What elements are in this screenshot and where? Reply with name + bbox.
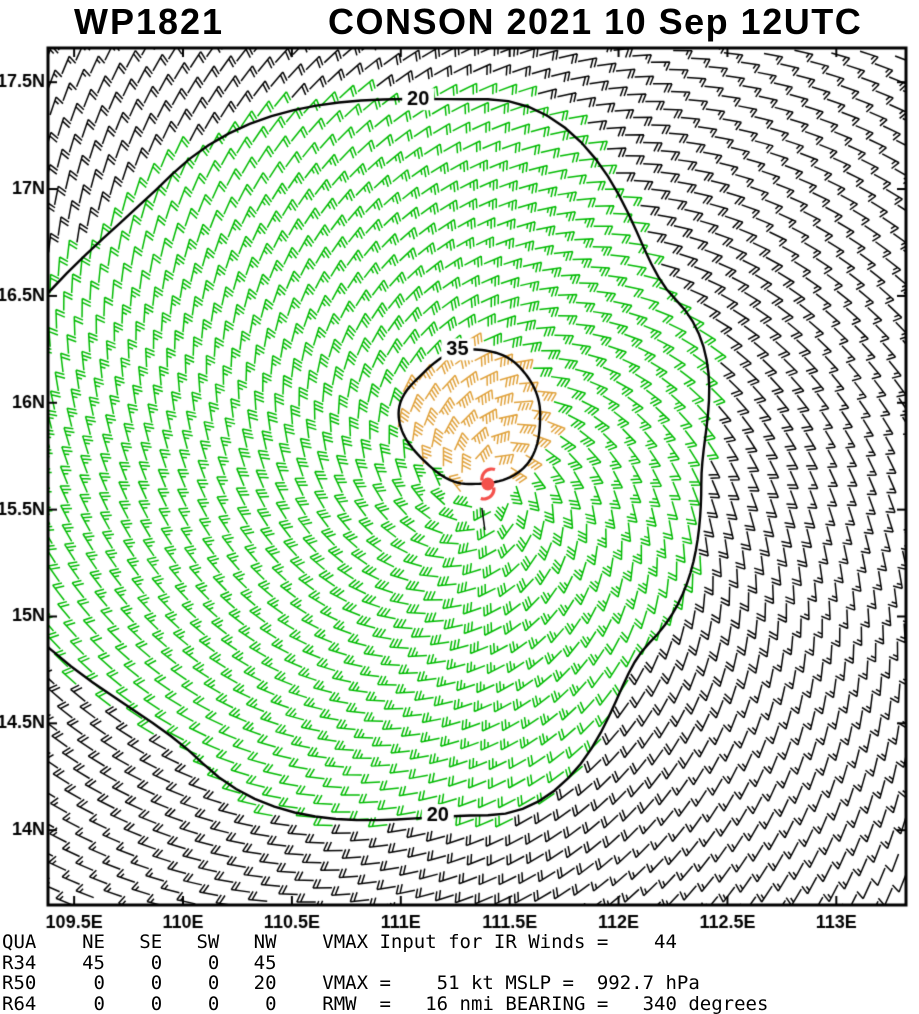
wind-barb-plot <box>0 42 919 934</box>
stats-line-quadrant-header: QUA NE SE SW NW VMAX Input for IR Winds … <box>2 931 677 953</box>
figure-title: WP1821 CONSON 2021 10 Sep 12UTC <box>0 0 919 42</box>
storm-id-label: WP1821 <box>74 1 225 42</box>
stats-line-r64: R64 0 0 0 0 RMW = 16 nmi BEARING = 340 d… <box>2 992 769 1014</box>
stats-line-r34: R34 45 0 0 45 <box>2 951 277 974</box>
storm-title-label: CONSON 2021 10 Sep 12UTC <box>328 1 863 42</box>
stats-line-r50: R50 0 0 0 20 VMAX = 51 kt MSLP = 992.7 h… <box>2 972 700 994</box>
stats-block: QUA NE SE SW NW VMAX Input for IR Winds … <box>2 932 917 1014</box>
